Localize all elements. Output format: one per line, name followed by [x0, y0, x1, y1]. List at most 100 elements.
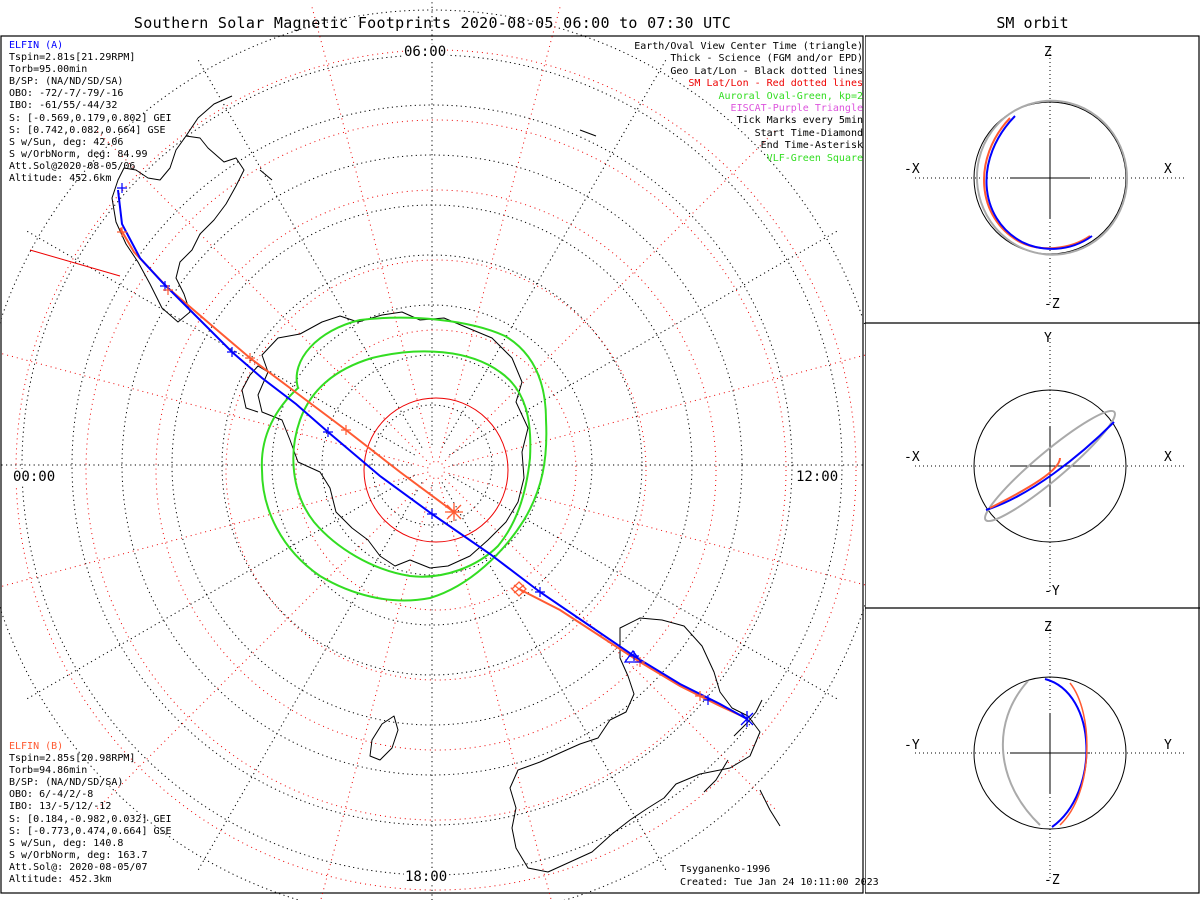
geo-meridian	[24, 474, 415, 701]
coastlines	[111, 95, 781, 873]
panel2-right-label: X	[1164, 450, 1172, 465]
auroral-oval-inner	[292, 350, 532, 578]
orbit-title: SM orbit	[996, 14, 1069, 32]
elfin-b-info: ELFIN (B) Tspin=2.85s[20.98RPM] Torb=94.…	[9, 741, 172, 886]
view-center-triangle	[623, 649, 643, 663]
legend: Earth/Oval View Center Time (triangle) T…	[634, 41, 863, 165]
elfin-a-tick	[323, 427, 333, 437]
elfin-a-line: Att.Sol@2020-08-05/06	[9, 160, 136, 172]
elfin-a-tick	[117, 183, 127, 193]
sm-meridian	[311, 6, 435, 463]
footprint-map	[0, 0, 865, 900]
geo-meridian	[196, 57, 423, 448]
footer-created: Created: Tue Jan 24 10:11:00 2023	[680, 876, 879, 888]
sm-meridian	[437, 6, 561, 463]
auroral-oval	[260, 316, 548, 602]
panel3-right-label: Y	[1164, 738, 1172, 753]
orbit-b	[983, 117, 1091, 250]
sm-meridian	[320, 477, 435, 900]
elfin-b-line: Altitude: 452.3km	[9, 874, 112, 886]
elfin-b-line: S: [-0.773,0.474,0.664] GSE	[9, 825, 172, 837]
geo-meridian	[441, 482, 668, 873]
sm-meridian	[437, 477, 552, 900]
sm-meridian	[443, 354, 865, 469]
elfin-a-track	[117, 189, 748, 720]
panel3-bottom-label: -Z	[1044, 873, 1060, 888]
coastline-antarctic-peninsula	[241, 365, 269, 413]
geo-latitude-ring	[371, 404, 493, 526]
sm-meridian	[0, 352, 429, 469]
coastline-australia	[509, 617, 761, 873]
legend-item: VLF-Green Square	[766, 152, 863, 164]
orbit-gray	[975, 99, 1129, 256]
elfin-b-track-2	[518, 588, 747, 719]
start-diamond-b	[511, 581, 527, 597]
orbit-panel-1	[915, 50, 1185, 306]
coastline-africa-tip	[185, 95, 233, 137]
time-label-bottom: 18:00	[404, 869, 449, 885]
legend-item: EISCAT-Purple Triangle	[730, 103, 863, 115]
sm-meridian	[96, 130, 431, 465]
geo-latitude-ring	[121, 154, 743, 776]
coastline-indian-land	[259, 129, 781, 827]
elfin-b-line: S w/OrbNorm, deg: 163.7	[9, 849, 148, 861]
geo-latitude-ring	[221, 254, 643, 676]
panel1-left-label: -X	[904, 162, 920, 177]
elfin-a-line: IBO: -61/55/-44/32	[9, 100, 118, 112]
geo-meridian	[449, 474, 840, 701]
elfin-b-line: OBO: 6/-4/2/-8	[9, 789, 94, 801]
elfin-b-name: ELFIN (B)	[9, 741, 64, 752]
orbit-b	[989, 457, 1061, 509]
geo-latitude-ring	[271, 304, 593, 626]
legend-item: End Time-Asterisk	[760, 140, 863, 152]
footer: Tsyganenko-1996 Created: Tue Jan 24 10:1…	[680, 864, 879, 889]
main-title: Southern Solar Magnetic Footprints 2020-…	[133, 14, 732, 32]
sm-meridian	[29, 249, 121, 277]
panel1-right-label: X	[1164, 162, 1172, 177]
geo-meridian	[449, 229, 840, 456]
geo-latitude-ring	[21, 54, 843, 876]
elfin-b-line: Att.Sol@: 2020-08-05/07	[9, 861, 148, 873]
panel3-left-label: -Y	[904, 738, 920, 753]
elfin-b-track	[119, 227, 455, 513]
legend-item: Tick Marks every 5min	[736, 115, 863, 127]
sm-latitude-ring	[295, 329, 577, 611]
elfin-a-info: ELFIN (A) Tspin=2.81s[21.29RPM] Torb=95.…	[9, 40, 172, 185]
elfin-a-line: S: [-0.569,0.179,0.802] GEI	[9, 112, 172, 124]
trajectory-ticks	[117, 183, 713, 705]
elfin-a-tick	[703, 695, 713, 705]
sm-orbit-panels	[865, 35, 1200, 894]
legend-item: SM Lat/Lon - Red dotted lines	[688, 78, 863, 90]
orbit-gray	[984, 409, 1116, 523]
elfin-a-line: Torb=95.00min	[9, 64, 88, 76]
time-label-top: 06:00	[403, 44, 448, 60]
markers	[445, 503, 754, 727]
elfin-a-line: S: [0.742,0.082,0.664] GSE	[9, 124, 166, 136]
geo-meridian	[196, 482, 423, 873]
panel2-bottom-label: -Y	[1044, 584, 1060, 599]
footer-model: Tsyganenko-1996	[680, 864, 771, 875]
elfin-b-tick	[163, 285, 173, 295]
elfin-a-line: OBO: -72/-7/-79/-16	[9, 88, 124, 100]
sm-meridian	[96, 475, 431, 810]
legend-item: Start Time-Diamond	[754, 127, 863, 139]
orbit-b	[1059, 682, 1088, 826]
orbit-panel-2	[915, 338, 1185, 594]
elfin-b-line: Tspin=2.85s[20.98RPM]	[9, 753, 136, 765]
elfin-b-tick	[117, 227, 127, 237]
auroral-oval-outer	[260, 316, 548, 602]
coastline-madagascar	[369, 715, 399, 761]
sm-ring-inner	[363, 397, 509, 543]
geo-latitude-ring	[321, 354, 543, 576]
elfin-a-line: S w/Sun, deg: 42.06	[9, 136, 124, 148]
sm-latitude-ring	[85, 119, 787, 821]
orbit-gray	[1001, 680, 1041, 826]
coastline-new-zealand	[703, 699, 763, 793]
panel1-top-label: Z	[1044, 45, 1052, 60]
start-diamond-b-inner	[513, 584, 525, 594]
sm-latitude-ring	[155, 189, 717, 751]
time-label-left: 00:00	[12, 469, 57, 485]
end-asterisk-b	[445, 503, 463, 521]
geo-latitude-ring	[71, 104, 793, 826]
orbit-a	[985, 421, 1115, 511]
